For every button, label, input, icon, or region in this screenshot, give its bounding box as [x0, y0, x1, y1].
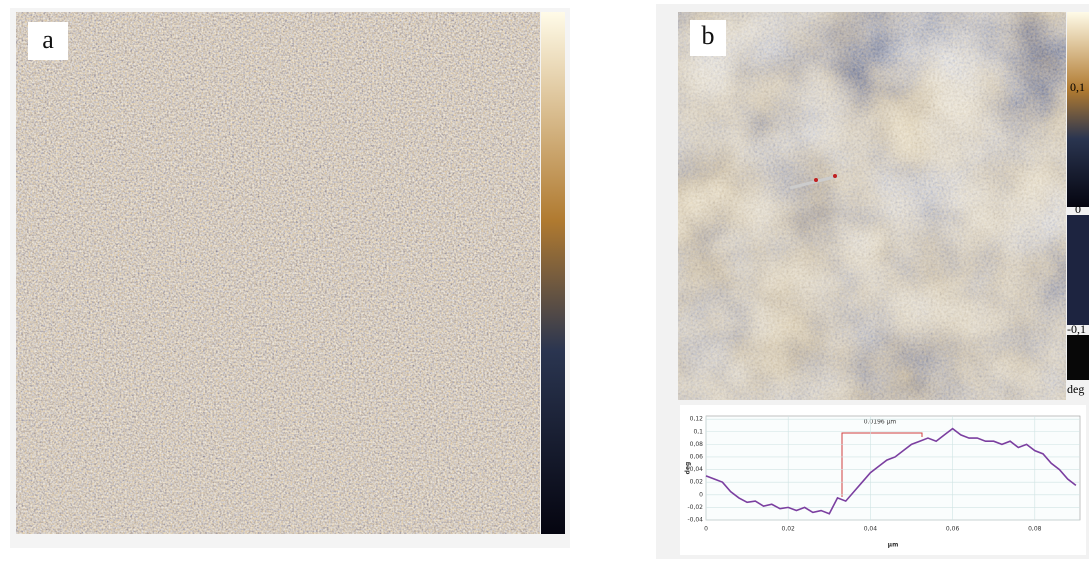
y-axis-label: deg: [685, 462, 692, 475]
marker: [814, 178, 818, 182]
afm-image: [678, 12, 1066, 400]
label-box: [690, 20, 726, 56]
afm-image: [16, 12, 540, 534]
colorbar-label: -0,1: [1067, 322, 1086, 336]
y-tick-label: 0,1: [693, 428, 703, 435]
profile-line: [789, 174, 839, 190]
annotation-bracket: [841, 432, 923, 497]
y-tick-label: -0,04: [687, 517, 703, 524]
y-tick-label: 0: [699, 491, 703, 498]
label-box: [28, 22, 68, 60]
colorbar-label: 0,1: [1070, 80, 1085, 94]
x-tick-label: 0,08: [1028, 526, 1042, 533]
colorbar-label: deg: [1067, 382, 1084, 396]
x-tick-label: 0: [704, 526, 708, 533]
profile-line: [705, 427, 1077, 515]
y-tick-label: 0,04: [690, 466, 704, 473]
y-tick-label: 0,08: [690, 441, 704, 448]
colorbar: [1067, 335, 1089, 380]
colorbar: [1067, 215, 1089, 325]
marker: [833, 174, 837, 178]
y-tick-label: 0,06: [690, 453, 704, 460]
y-tick-label: 0,02: [690, 479, 704, 486]
x-tick-label: 0,04: [864, 526, 878, 533]
panel-label: b: [702, 21, 715, 50]
y-tick-label: 0,12: [690, 416, 704, 423]
x-tick-label: 0,02: [782, 526, 796, 533]
colorbar: [1067, 12, 1089, 207]
x-tick-label: 0,06: [946, 526, 960, 533]
x-axis-label: μm: [888, 542, 899, 549]
colorbar: [541, 12, 565, 534]
colorbar-label: 0: [1075, 202, 1081, 216]
y-tick-label: -0,02: [687, 504, 703, 511]
panel-label: a: [42, 25, 54, 54]
annotation: 0.0196 μm: [864, 419, 897, 426]
